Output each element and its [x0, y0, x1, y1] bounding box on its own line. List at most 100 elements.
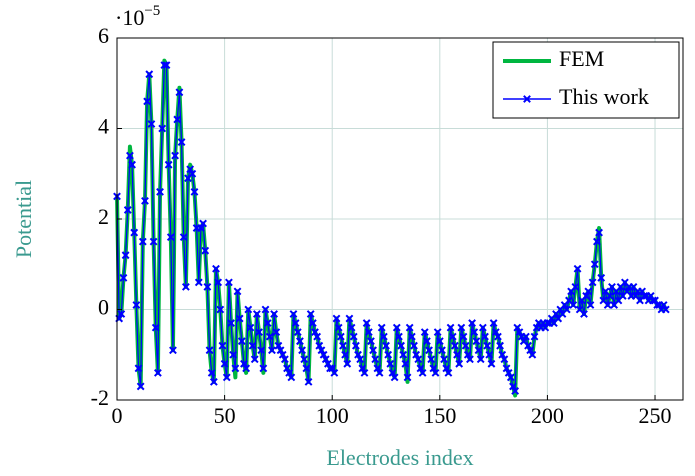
- data-point: [420, 328, 429, 337]
- plot: [113, 58, 670, 398]
- data-point: [205, 346, 214, 355]
- x-tick-label: 100: [316, 403, 349, 428]
- data-point: [257, 346, 266, 355]
- data-point: [405, 323, 414, 332]
- data-point: [218, 341, 227, 350]
- data-point: [162, 61, 171, 70]
- data-point: [573, 264, 582, 273]
- data-point: [605, 292, 614, 300]
- data-point: [569, 301, 578, 309]
- data-point: [308, 319, 317, 327]
- data-point: [270, 310, 279, 318]
- data-point: [134, 364, 143, 373]
- data-point: [455, 359, 464, 368]
- data-point: [524, 341, 532, 350]
- data-point: [231, 364, 240, 373]
- data-point: [386, 359, 395, 368]
- data-point: [332, 314, 341, 323]
- data-point: [584, 287, 593, 296]
- data-point: [117, 310, 126, 318]
- data-point: [317, 346, 326, 355]
- data-point: [194, 278, 203, 287]
- data-point: [412, 350, 421, 359]
- data-point: [153, 368, 162, 377]
- data-point: [293, 328, 302, 337]
- data-point: [392, 323, 401, 332]
- data-point: [446, 323, 455, 332]
- data-point: [595, 228, 603, 237]
- data-point: [593, 237, 601, 246]
- data-point: [582, 292, 591, 300]
- data-point: [448, 332, 457, 341]
- data-point: [197, 224, 205, 232]
- data-point: [399, 350, 408, 359]
- data-point: [306, 310, 315, 318]
- data-point: [511, 387, 520, 395]
- data-point: [425, 346, 433, 355]
- data-point: [207, 368, 216, 377]
- data-point: [435, 337, 444, 346]
- data-point: [220, 359, 229, 368]
- data-point: [461, 341, 470, 350]
- data-point: [171, 151, 180, 160]
- data-point: [225, 278, 233, 287]
- data-point: [302, 364, 311, 373]
- data-point: [358, 364, 367, 373]
- data-point: [246, 323, 255, 332]
- data-point: [233, 287, 242, 296]
- data-point: [216, 305, 225, 314]
- data-point: [407, 332, 416, 341]
- data-point: [562, 305, 571, 314]
- data-point: [496, 341, 504, 350]
- data-point: [242, 364, 251, 373]
- data-point: [328, 364, 337, 373]
- data-point: [476, 355, 485, 364]
- data-point: [349, 332, 358, 341]
- data-point: [274, 341, 283, 350]
- data-point: [444, 368, 453, 377]
- data-point: [590, 260, 599, 269]
- data-point: [418, 368, 427, 377]
- y-axis-label: Potential: [11, 180, 36, 258]
- data-point: [123, 206, 132, 214]
- data-point: [504, 368, 513, 377]
- data-point: [429, 364, 438, 373]
- data-point: [339, 341, 347, 350]
- data-point: [212, 264, 220, 273]
- legend-marker: [523, 95, 531, 103]
- data-point: [341, 350, 350, 359]
- data-point: [515, 328, 524, 337]
- data-point: [143, 97, 152, 106]
- data-point: [285, 368, 294, 377]
- data-point: [481, 332, 489, 341]
- data-point: [466, 355, 474, 364]
- data-point: [201, 246, 210, 255]
- y-tick-label: 4: [98, 114, 109, 139]
- data-point: [530, 332, 539, 341]
- data-point: [166, 233, 175, 242]
- data-point: [313, 332, 322, 341]
- data-point: [265, 332, 274, 341]
- data-point: [291, 319, 300, 327]
- y-tick-label: -2: [91, 385, 109, 410]
- data-point: [347, 323, 356, 332]
- data-point: [438, 346, 446, 355]
- data-point: [121, 251, 130, 260]
- data-point: [450, 341, 459, 350]
- data-point: [334, 323, 343, 332]
- data-point: [485, 350, 494, 359]
- data-point: [403, 373, 412, 382]
- data-point: [457, 323, 466, 332]
- x-tick-label: 250: [639, 403, 672, 428]
- data-point: [147, 120, 156, 128]
- data-point: [268, 346, 276, 355]
- data-point: [141, 196, 149, 205]
- data-point: [487, 359, 496, 368]
- data-point: [252, 310, 261, 318]
- data-point: [276, 346, 285, 355]
- data-point: [369, 346, 378, 355]
- data-point: [379, 332, 388, 341]
- y-tick-label: 6: [98, 23, 109, 48]
- data-point: [336, 332, 345, 341]
- data-point: [177, 138, 186, 146]
